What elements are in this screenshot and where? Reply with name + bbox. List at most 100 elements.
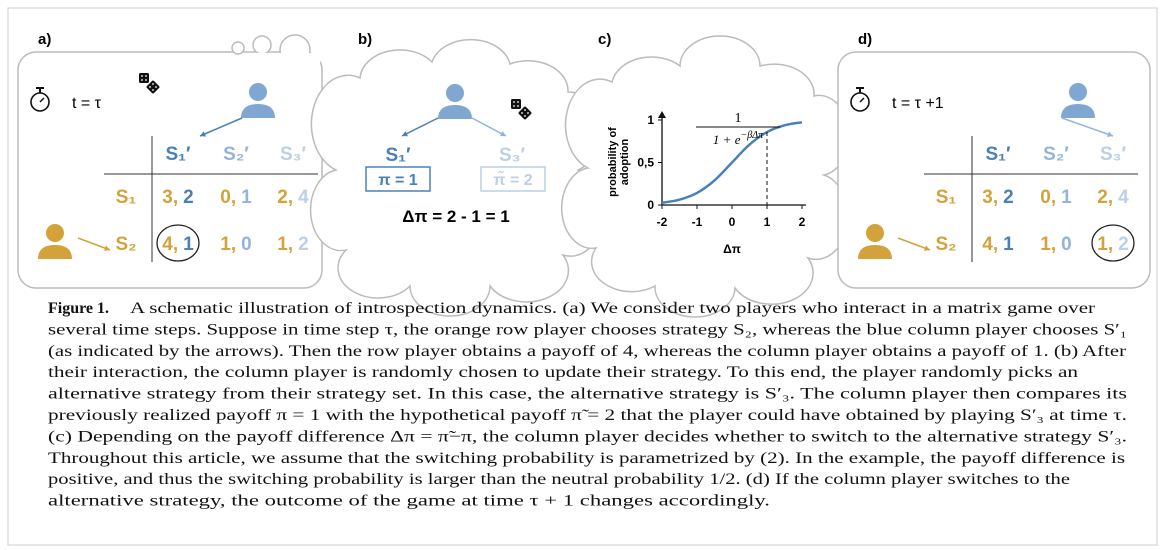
y-tick-label: 0,5 [637,156,654,170]
panel-b-cloud [311,40,604,316]
y-axis-label: adoption [619,139,631,186]
pip [141,75,143,77]
x-tick-label: 2 [799,215,806,229]
pip [145,79,147,81]
caption-line: (c) Depending on the payoff difference Δ… [48,428,1127,445]
pip [149,86,151,88]
payoff-cell: 3,2 [982,187,1013,208]
column-header: S₂′ [1043,144,1069,165]
payoff-cell: 1,2 [277,234,308,255]
y-tick-label: 0 [647,198,654,212]
pip [141,79,143,81]
row-header: S₂ [935,234,956,255]
separator: , [1108,187,1113,208]
pip [145,75,147,77]
separator: , [288,234,293,255]
separator: , [1051,234,1056,255]
column-payoff: 2 [1003,187,1014,208]
formula-exponent: −βΔπ [740,130,764,141]
die [139,73,149,83]
pip [155,86,157,88]
formula-numerator: 1 [735,111,742,126]
row-payoff: 1 [1097,234,1108,255]
caption-line: Throughout this article, we assume that … [48,450,1125,467]
bubble-mask [250,53,320,67]
row-payoff: 0 [220,187,231,208]
row-header: S₂ [115,234,136,255]
caption-line: their interaction, the column player is … [48,364,1078,381]
caption-line: positive, and thus the switching probabi… [48,471,1070,488]
column-header: S₁′ [165,144,191,165]
row-payoff: 1 [220,234,231,255]
panel-label: d) [858,31,872,48]
x-tick-label: 0 [729,215,736,229]
formula-base: 1 + e [713,132,741,147]
person-head [1069,83,1087,101]
panel-c-cloud [562,36,849,317]
person-head [446,84,464,102]
separator: , [231,187,236,208]
person-head [46,224,64,242]
separator: , [993,187,998,208]
bubble [253,36,271,54]
caption-line: alternative strategy from their strategy… [48,386,1127,403]
pip [513,101,515,103]
separator: , [231,234,236,255]
column-header: S₃′ [1100,144,1126,165]
figure: a) b) c) d) t = τS₁′S₂′S₃′S₁3,20,12,4S₂4… [0,0,1165,550]
row-header: S₁ [116,187,137,208]
bubble [232,42,244,54]
column-payoff: 2 [298,234,309,255]
payoff-cell: 1,0 [220,234,251,255]
x-axis-label: Δπ [723,242,741,256]
x-tick-label: -1 [692,215,703,229]
caption-line: previously realized payoff π = 1 with th… [48,407,1127,424]
column-payoff: 2 [1118,234,1129,255]
row-payoff: 1 [277,234,288,255]
person-head [866,224,884,242]
pip [517,101,519,103]
pip [527,112,529,114]
panel-label: a) [38,31,51,48]
column-header: S₃′ [280,144,306,165]
payoff-cell: 3,2 [162,187,193,208]
caption-line: alternative strategy, the outcome of the… [48,493,770,510]
time-label: t = τ +1 [892,95,944,112]
column-payoff: 1 [183,234,194,255]
y-tick-label: 1 [647,113,654,127]
separator: , [173,187,178,208]
row-payoff: 4 [162,234,173,255]
x-tick-label: -2 [657,215,668,229]
pip [513,105,515,107]
pip [517,105,519,107]
separator: , [288,187,293,208]
payoff: π = 1 [378,172,417,189]
x-tick-label: 1 [764,215,771,229]
strategy: S₃′ [499,145,525,166]
payoff-cell: 1,0 [1040,234,1071,255]
pip [524,115,526,117]
pip [524,109,526,111]
row-payoff: 4 [982,234,993,255]
column-payoff: 2 [183,187,194,208]
payoff-difference: Δπ = 2 - 1 = 1 [402,207,509,226]
strategy: S₁′ [385,145,411,166]
column-payoff: 1 [241,187,252,208]
column-payoff: 0 [241,234,252,255]
column-header: S₂′ [223,144,249,165]
pip [152,89,154,91]
pip [521,112,523,114]
separator: , [993,234,998,255]
column-payoff: 0 [1061,234,1072,255]
time-label: t = τ [72,95,102,112]
column-header: S₁′ [985,144,1011,165]
row-header: S₁ [936,187,957,208]
panel-label: c) [598,31,611,48]
alt-payoff: π̃ = 2 [493,169,532,189]
caption-line: several time steps. Suppose in time step… [48,321,1127,338]
column-payoff: 1 [1003,234,1014,255]
row-payoff: 0 [1040,187,1051,208]
row-payoff: 3 [982,187,993,208]
separator: , [1108,234,1113,255]
die [511,99,521,109]
